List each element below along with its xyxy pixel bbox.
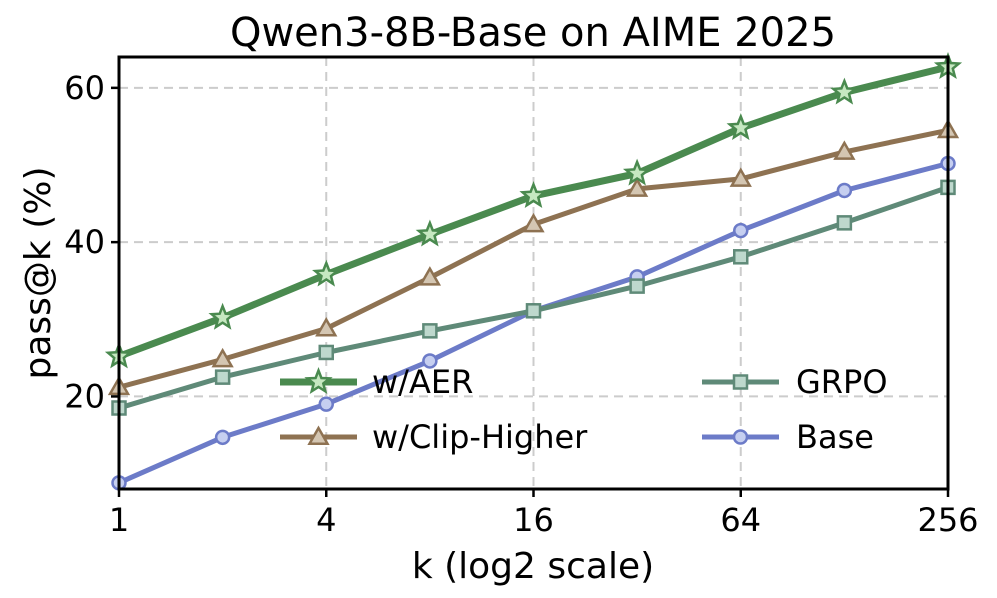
legend-swatch-marker-w-aer [304, 367, 333, 395]
data-point-w-clip-higher-k16 [522, 212, 545, 233]
data-point-base-k4 [318, 396, 334, 412]
x-axis-ticks: 1 4 16 64 256 [109, 489, 979, 539]
data-point-grpo-k2 [214, 369, 231, 385]
legend-item-w-clip-higher: w/Clip-Higher [280, 418, 588, 456]
x-tick-label-64: 64 [720, 501, 761, 539]
x-tick-label-256: 256 [917, 501, 978, 539]
data-point-w-aer-k128 [830, 77, 859, 105]
data-point-grpo-k8 [422, 323, 438, 339]
series-w-clip-higher [107, 118, 960, 396]
data-point-w-aer-k8 [415, 219, 445, 247]
legend-swatch-marker-grpo [732, 374, 749, 390]
data-point-base-k128 [836, 182, 853, 199]
series-layer [104, 52, 963, 491]
x-tick-label-16: 16 [513, 501, 554, 539]
y-tick-label-20: 20 [64, 377, 105, 415]
legend-item-w-aer: w/AER [280, 363, 473, 401]
legend-label-w-clip-higher: w/Clip-Higher [372, 418, 588, 456]
data-point-w-clip-higher-k32 [625, 177, 649, 197]
x-tick-label-1: 1 [109, 501, 129, 539]
data-point-grpo-k16 [525, 303, 542, 319]
x-tick-label-4: 4 [316, 501, 336, 539]
series-w-aer [104, 52, 963, 369]
legend-label-base: Base [796, 418, 874, 456]
legend-swatch-marker-base [732, 429, 749, 445]
y-tick-label-60: 60 [64, 69, 105, 107]
data-point-grpo-k32 [629, 278, 645, 294]
data-point-w-clip-higher-k2 [211, 347, 234, 368]
legend-item-grpo: GRPO [702, 363, 888, 401]
y-tick-label-40: 40 [64, 223, 105, 261]
x-axis-label: k (log2 scale) [412, 546, 654, 587]
data-point-w-clip-higher-k8 [418, 266, 442, 286]
legend: w/AER w/Clip-Higher GRPO Base [280, 363, 888, 456]
data-point-w-aer-k16 [519, 180, 548, 208]
data-point-base-k8 [422, 353, 438, 369]
data-point-w-clip-higher-k4 [315, 317, 338, 337]
data-point-w-clip-higher-k128 [833, 140, 856, 160]
data-point-grpo-k128 [836, 215, 853, 231]
data-point-w-aer-k4 [312, 259, 341, 287]
data-point-base-k64 [733, 222, 749, 239]
legend-item-base: Base [702, 418, 874, 456]
legend-label-grpo: GRPO [796, 363, 888, 401]
data-point-w-aer-k2 [208, 302, 237, 330]
data-point-grpo-k64 [733, 249, 749, 265]
data-point-grpo-k4 [318, 344, 334, 361]
data-point-base-k2 [214, 429, 231, 446]
y-axis-ticks: 20 40 60 [64, 69, 119, 415]
y-axis-label: pass@k (%) [18, 166, 59, 379]
chart-title: Qwen3-8B-Base on AIME 2025 [230, 10, 836, 56]
data-point-w-aer-k32 [622, 158, 652, 186]
legend-label-w-aer: w/AER [372, 363, 473, 401]
legend-swatch-marker-w-clip-higher [307, 425, 330, 445]
series-grpo [111, 179, 956, 416]
data-point-w-aer-k64 [726, 113, 755, 141]
data-point-w-clip-higher-k64 [729, 167, 752, 187]
